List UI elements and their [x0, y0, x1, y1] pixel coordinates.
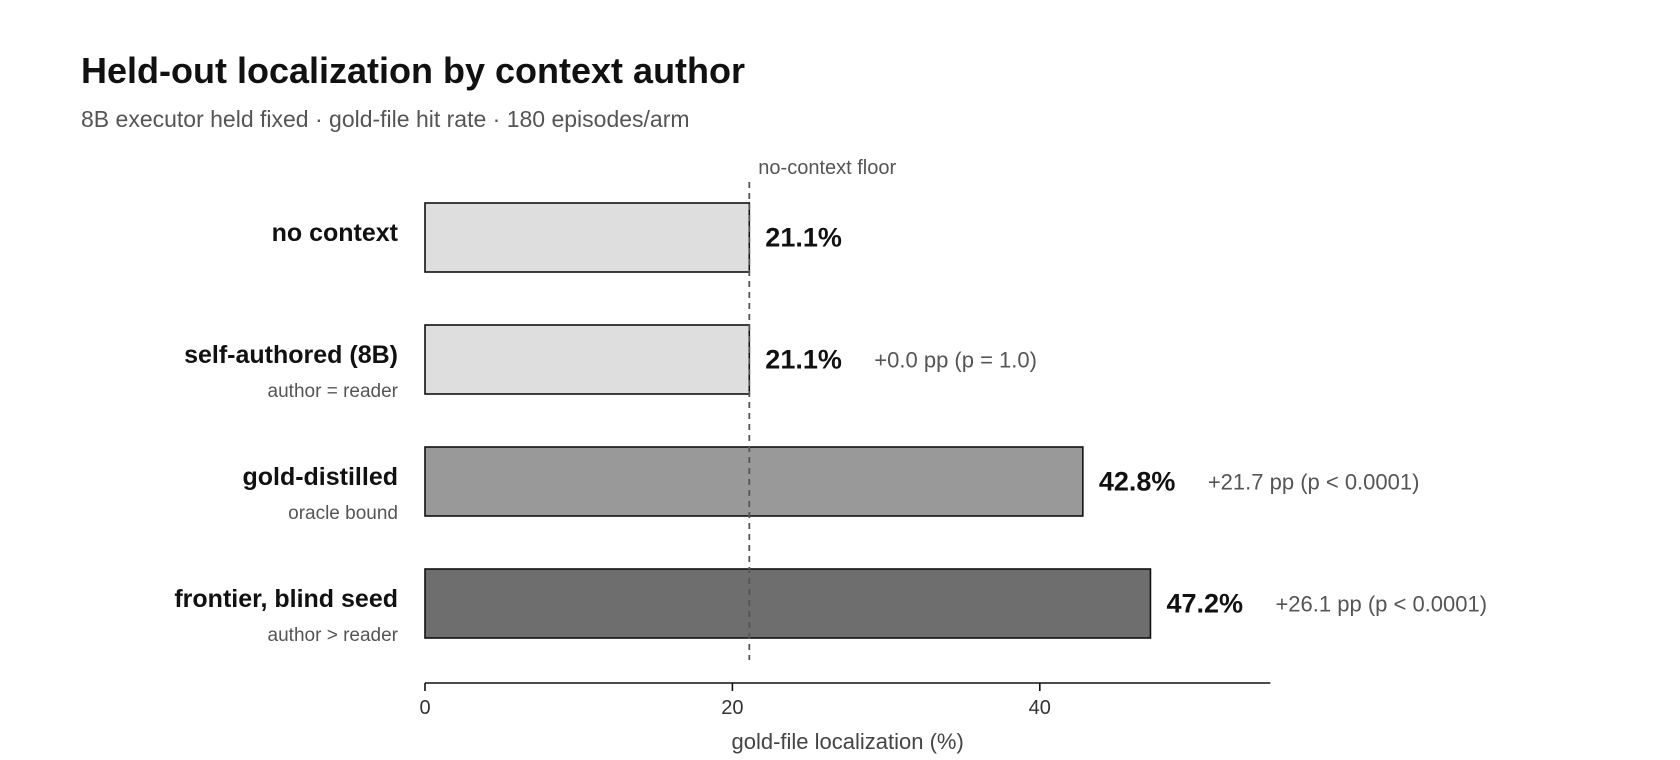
- bars-layer: [424, 202, 1152, 639]
- value-label: 21.1%: [765, 223, 842, 253]
- category-label: gold-distilled: [242, 463, 398, 491]
- value-label: 42.8%: [1099, 467, 1176, 497]
- bar: [424, 202, 751, 273]
- reference-layer: no-context floor: [748, 157, 896, 660]
- reference-line-label: no-context floor: [758, 157, 896, 179]
- category-label: self-authored (8B): [184, 341, 398, 369]
- x-axis: 0 20 40 gold-file localization (%): [419, 682, 1271, 754]
- category-sublabel: oracle bound: [288, 503, 398, 524]
- x-tick-label: 0: [419, 697, 430, 719]
- category-sublabel: author = reader: [268, 381, 399, 402]
- chart-subtitle: 8B executor held fixed · gold-file hit r…: [81, 106, 690, 132]
- delta-annotation: +21.7 pp (p < 0.0001): [1208, 470, 1420, 495]
- value-label: 47.2%: [1166, 589, 1243, 619]
- category-label: no context: [272, 219, 399, 247]
- labels-layer: no context 21.1% self-authored (8B) author …: [174, 219, 1487, 646]
- bar: [424, 568, 1152, 639]
- bar: [424, 324, 751, 395]
- delta-annotation: +26.1 pp (p < 0.0001): [1275, 592, 1487, 617]
- x-tick-label: 40: [1029, 697, 1051, 719]
- bar: [424, 446, 1084, 517]
- category-label: frontier, blind seed: [174, 585, 398, 613]
- delta-annotation: +0.0 pp (p = 1.0): [874, 348, 1037, 373]
- value-label: 21.1%: [765, 345, 842, 375]
- chart-title: Held-out localization by context author: [81, 50, 746, 91]
- category-sublabel: author > reader: [268, 625, 399, 646]
- x-tick-label: 20: [721, 697, 743, 719]
- x-axis-title: gold-file localization (%): [732, 729, 964, 754]
